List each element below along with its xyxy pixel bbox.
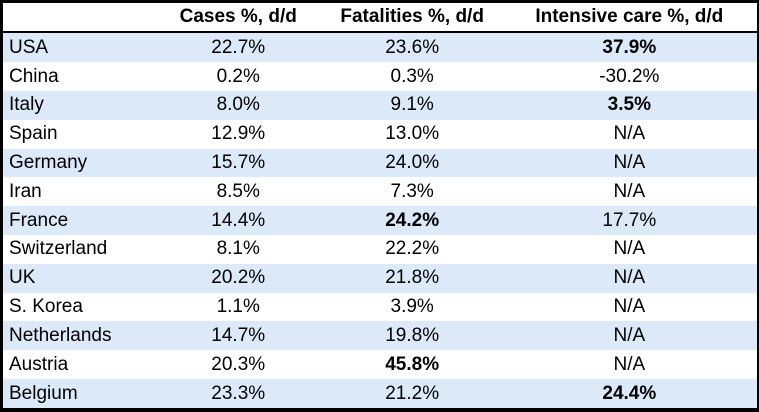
table-row: Netherlands 14.7% 19.8% N/A bbox=[3, 321, 757, 351]
fatalities-cell: 23.6% bbox=[385, 36, 440, 58]
intensive-care-cell: 17.7% bbox=[602, 209, 657, 231]
cases-cell: 1.1% bbox=[216, 296, 260, 318]
cases-cell: 15.7% bbox=[211, 151, 266, 173]
fatalities-cell: 9.1% bbox=[390, 94, 434, 116]
intensive-care-cell: 24.4% bbox=[602, 382, 657, 404]
fatalities-cell: 13.0% bbox=[385, 123, 440, 145]
column-header-fatalities: Fatalities %, d/d bbox=[322, 3, 502, 33]
table-row: USA 22.7% 23.6% 37.9% bbox=[3, 32, 757, 63]
table-row: France 14.4% 24.2% 17.7% bbox=[3, 206, 757, 235]
country-cell: France bbox=[9, 209, 69, 231]
fatalities-cell: 3.9% bbox=[390, 296, 434, 318]
fatalities-cell: 7.3% bbox=[390, 180, 434, 202]
cases-cell: 20.2% bbox=[211, 267, 266, 289]
fatalities-cell: 19.8% bbox=[385, 324, 440, 346]
table-row: Switzerland 8.1% 22.2% N/A bbox=[3, 235, 757, 264]
column-header-intensive-care: Intensive care %, d/d bbox=[501, 3, 757, 33]
table-row: Spain 12.9% 13.0% N/A bbox=[3, 119, 757, 149]
column-header-cases: Cases %, d/d bbox=[153, 3, 323, 33]
fatalities-cell: 24.2% bbox=[385, 209, 440, 231]
intensive-care-cell: 37.9% bbox=[602, 36, 657, 58]
cases-cell: 0.2% bbox=[216, 65, 260, 87]
country-cell: Austria bbox=[9, 353, 69, 375]
intensive-care-cell: N/A bbox=[613, 324, 646, 346]
stats-table: Cases %, d/d Fatalities %, d/d Intensive… bbox=[3, 3, 757, 408]
intensive-care-cell: 3.5% bbox=[607, 94, 651, 116]
country-cell: Netherlands bbox=[9, 324, 112, 346]
country-cell: UK bbox=[9, 267, 36, 289]
table-row: Italy 8.0% 9.1% 3.5% bbox=[3, 90, 757, 120]
table-row: Belgium 23.3% 21.2% 24.4% bbox=[3, 379, 757, 408]
intensive-care-cell: N/A bbox=[613, 296, 646, 318]
fatalities-cell: 0.3% bbox=[390, 65, 434, 87]
intensive-care-cell: N/A bbox=[613, 151, 646, 173]
country-cell: Belgium bbox=[9, 382, 78, 404]
cases-cell: 8.1% bbox=[216, 238, 260, 260]
fatalities-cell: 22.2% bbox=[385, 238, 440, 260]
cases-cell: 23.3% bbox=[211, 382, 266, 404]
fatalities-cell: 24.0% bbox=[385, 151, 440, 173]
country-cell: Spain bbox=[9, 123, 58, 145]
column-header-country bbox=[3, 3, 154, 33]
country-cell: Switzerland bbox=[9, 238, 108, 260]
intensive-care-cell: -30.2% bbox=[599, 65, 660, 87]
table-row: S. Korea 1.1% 3.9% N/A bbox=[3, 292, 757, 322]
table-row: Germany 15.7% 24.0% N/A bbox=[3, 148, 757, 178]
cases-cell: 12.9% bbox=[211, 123, 266, 145]
cases-cell: 8.5% bbox=[216, 180, 260, 202]
cases-cell: 8.0% bbox=[216, 94, 260, 116]
cases-cell: 22.7% bbox=[211, 36, 266, 58]
country-cell: China bbox=[9, 65, 59, 87]
country-cell: Iran bbox=[9, 180, 42, 202]
country-cell: Italy bbox=[9, 94, 44, 116]
intensive-care-cell: N/A bbox=[613, 180, 646, 202]
table-row: China 0.2% 0.3% -30.2% bbox=[3, 62, 757, 91]
country-cell: S. Korea bbox=[9, 296, 83, 318]
intensive-care-cell: N/A bbox=[613, 267, 646, 289]
fatalities-cell: 21.2% bbox=[385, 382, 440, 404]
cases-cell: 14.7% bbox=[211, 324, 266, 346]
fatalities-cell: 45.8% bbox=[385, 353, 440, 375]
intensive-care-cell: N/A bbox=[613, 353, 646, 375]
table-row: UK 20.2% 21.8% N/A bbox=[3, 263, 757, 293]
country-cell: Germany bbox=[9, 151, 88, 173]
table-row: Austria 20.3% 45.8% N/A bbox=[3, 350, 757, 380]
cases-cell: 14.4% bbox=[211, 209, 266, 231]
cases-cell: 20.3% bbox=[211, 353, 266, 375]
country-cell: USA bbox=[9, 36, 49, 58]
header-row: Cases %, d/d Fatalities %, d/d Intensive… bbox=[3, 3, 757, 33]
intensive-care-cell: N/A bbox=[613, 238, 646, 260]
fatalities-cell: 21.8% bbox=[385, 267, 440, 289]
intensive-care-cell: N/A bbox=[613, 123, 646, 145]
table-row: Iran 8.5% 7.3% N/A bbox=[3, 177, 757, 207]
